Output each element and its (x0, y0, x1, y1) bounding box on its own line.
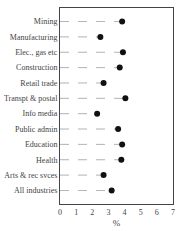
svg-text:7: 7 (171, 208, 175, 217)
svg-text:Education: Education (25, 140, 57, 149)
svg-text:Health: Health (36, 156, 57, 165)
svg-text:4: 4 (123, 208, 127, 217)
svg-text:Elec., gas etc: Elec., gas etc (15, 48, 58, 57)
svg-text:Retail trade: Retail trade (20, 79, 58, 88)
svg-text:Arts & rec svces: Arts & rec svces (4, 171, 57, 180)
svg-text:Info media: Info media (23, 109, 58, 118)
svg-text:3: 3 (106, 208, 110, 217)
svg-text:Mining: Mining (34, 17, 58, 26)
svg-text:Manufacturing: Manufacturing (10, 33, 58, 42)
svg-text:Construction: Construction (16, 63, 57, 72)
svg-text:6: 6 (155, 208, 159, 217)
svg-text:1: 1 (74, 208, 78, 217)
svg-text:5: 5 (139, 208, 143, 217)
svg-text:All industries: All industries (14, 186, 57, 195)
svg-text:Transpt & postal: Transpt & postal (4, 94, 58, 103)
svg-text:0: 0 (58, 208, 62, 217)
svg-text:%: % (113, 218, 121, 228)
svg-text:2: 2 (90, 208, 94, 217)
svg-text:Public admin: Public admin (15, 125, 57, 134)
